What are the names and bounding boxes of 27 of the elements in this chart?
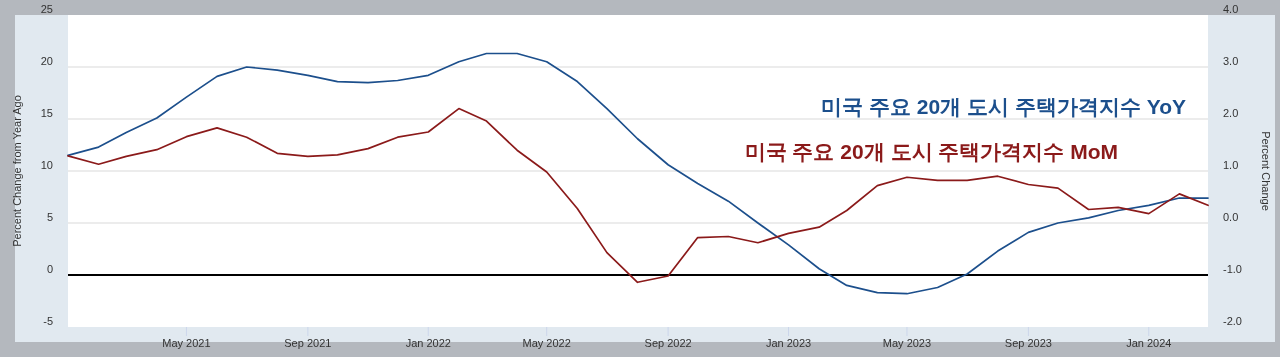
y-tick-label: 15 bbox=[40, 107, 53, 119]
series-label: 미국 주요 20개 도시 주택가격지수 MoM bbox=[744, 140, 1118, 163]
x-tick-label: Sep 2022 bbox=[644, 337, 692, 349]
y2-tick-label: 1.0 bbox=[1223, 159, 1239, 171]
y-tick-label: -5 bbox=[43, 315, 53, 327]
text: 미국 주요 20개 도시 주택가격지수 YoY bbox=[821, 95, 1186, 118]
y-tick-label: 10 bbox=[40, 159, 53, 171]
x-tick-label: May 2023 bbox=[882, 337, 932, 349]
x-tick-label: Sep 2023 bbox=[1004, 337, 1052, 349]
x-tick-label: Jan 2022 bbox=[405, 337, 451, 349]
y2-tick-label: 0.0 bbox=[1223, 211, 1239, 223]
y-tick-label: 20 bbox=[40, 55, 53, 67]
y2-axis-title: Percent Change bbox=[1260, 131, 1272, 211]
x-tick-label: Jan 2023 bbox=[765, 337, 812, 349]
y2-tick-label: -1.0 bbox=[1223, 263, 1242, 275]
x-tick-label: May 2022 bbox=[522, 337, 571, 349]
y2-tick-label: 4.0 bbox=[1223, 3, 1239, 15]
y2-tick-label: 2.0 bbox=[1223, 107, 1239, 119]
y-tick-label: 5 bbox=[46, 211, 53, 223]
y2-tick-label: 3.0 bbox=[1223, 55, 1239, 67]
x-tick-label: Sep 2021 bbox=[284, 337, 332, 349]
y-tick-label: 0 bbox=[46, 263, 53, 275]
x-tick-label: Jan 2024 bbox=[1126, 337, 1172, 349]
y2-tick-label: -2.0 bbox=[1223, 315, 1242, 327]
y-axis-title: Percent Change from Year Ago bbox=[11, 95, 23, 247]
x-tick-label: May 2021 bbox=[162, 337, 211, 349]
y-tick-label: 25 bbox=[40, 3, 53, 15]
